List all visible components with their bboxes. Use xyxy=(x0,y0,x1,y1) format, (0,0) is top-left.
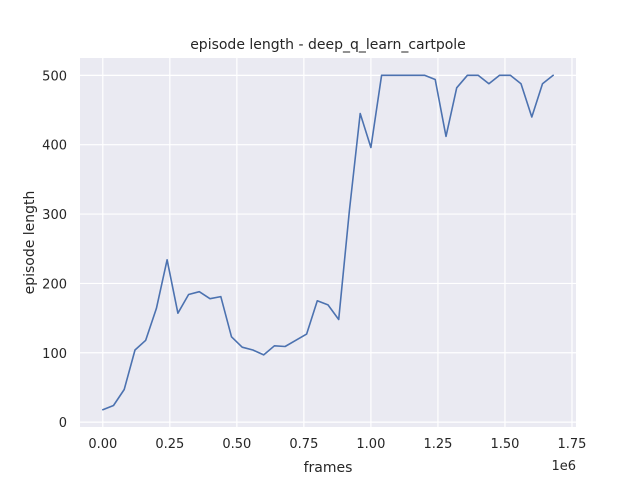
x-axis-offset-label: 1e6 xyxy=(551,459,576,474)
x-tick-label: 0.25 xyxy=(155,437,184,452)
x-axis-ticks: 0.00 0.25 0.50 0.75 1.00 1.25 1.50 1.75 xyxy=(88,437,586,452)
y-tick-label: 200 xyxy=(42,277,67,292)
y-tick-label: 500 xyxy=(42,69,67,84)
x-tick-label: 0.75 xyxy=(289,437,318,452)
x-tick-label: 1.75 xyxy=(558,437,587,452)
y-tick-label: 400 xyxy=(42,139,67,154)
series-layer xyxy=(102,74,555,411)
y-tick-label: 300 xyxy=(42,208,67,223)
x-tick-label: 1.50 xyxy=(490,437,519,452)
x-tick-label: 0.50 xyxy=(222,437,251,452)
chart-title: episode length - deep_q_learn_cartpole xyxy=(190,37,466,53)
x-tick-label: 0.00 xyxy=(88,437,117,452)
y-tick-label: 0 xyxy=(59,416,67,431)
y-axis-label: episode length xyxy=(22,191,38,295)
series-line xyxy=(102,74,555,411)
x-tick-label: 1.25 xyxy=(423,437,452,452)
x-tick-label: 1.00 xyxy=(356,437,385,452)
y-tick-label: 100 xyxy=(42,347,67,362)
y-axis-ticks: 0 100 200 300 400 500 xyxy=(42,69,67,431)
x-axis-label: frames xyxy=(304,460,353,476)
plot-area xyxy=(80,58,576,427)
